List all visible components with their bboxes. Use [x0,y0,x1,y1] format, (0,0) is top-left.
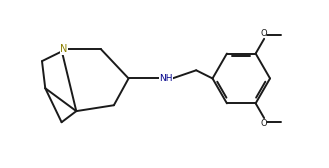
Text: N: N [60,44,67,54]
Text: O: O [261,29,267,37]
Text: NH: NH [159,74,173,83]
Text: O: O [261,119,267,128]
